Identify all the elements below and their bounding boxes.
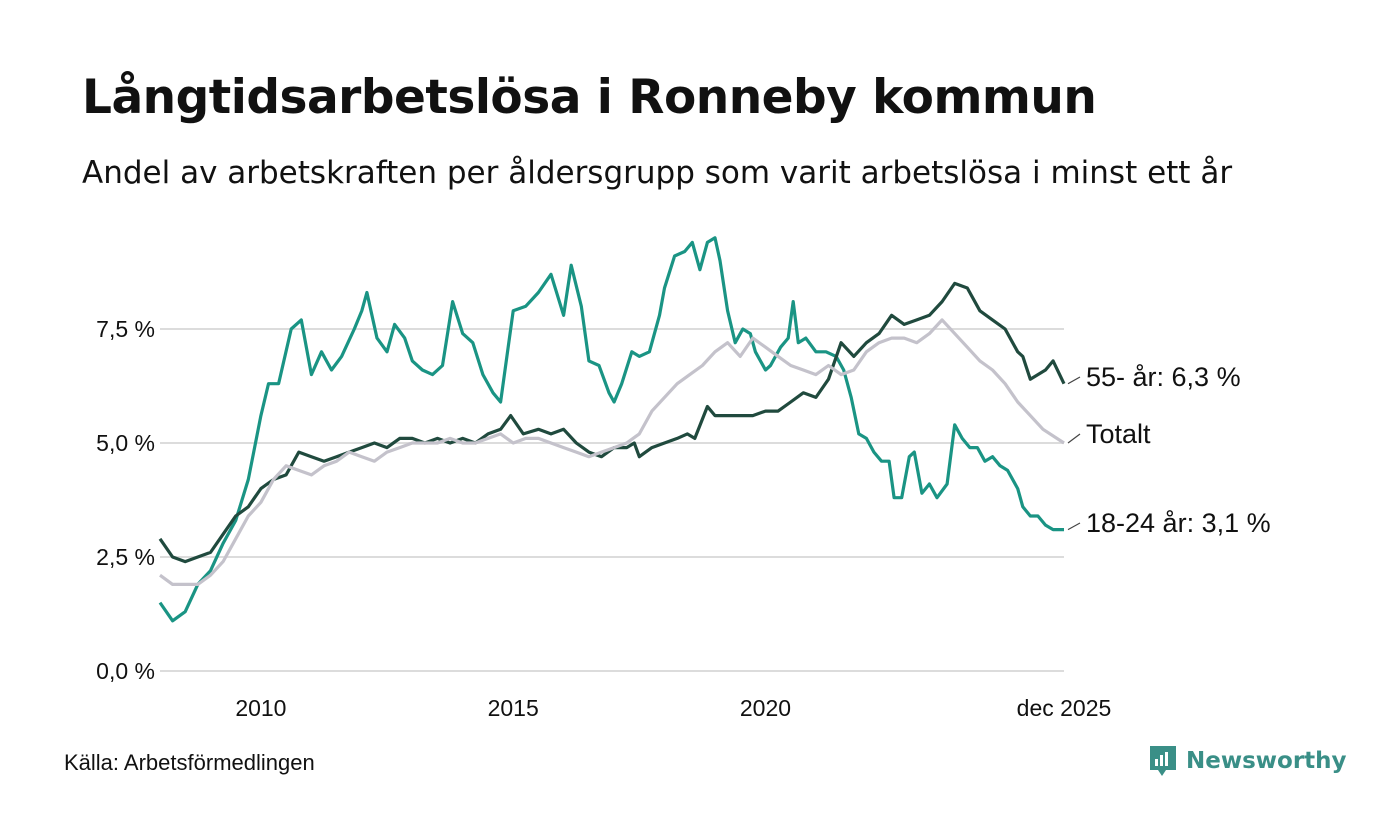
end-label-senior: 55- år: 6,3 % [1086, 362, 1241, 392]
end-label-total: Totalt [1086, 419, 1151, 449]
series-line-senior [158, 281, 1066, 564]
x-tick-label: 2015 [488, 695, 539, 721]
x-tick-label: 2010 [235, 695, 286, 721]
end-label-youth: 18-24 år: 3,1 % [1086, 508, 1271, 538]
gridlines [160, 328, 1064, 672]
y-tick-label: 2,5 % [96, 544, 155, 570]
end-label-leader-youth [1067, 522, 1081, 531]
end-label-leader-total [1067, 433, 1081, 444]
brand-name: Newsworthy [1186, 748, 1347, 774]
x-tick-label: dec 2025 [1017, 695, 1112, 721]
chart-subtitle: Andel av arbetskraften per åldersgrupp s… [82, 155, 1233, 191]
newsworthy-logo: Newsworthy [1148, 744, 1347, 778]
y-axis-ticks: 0,0 % 2,5 % 5,0 % 7,5 % [96, 316, 155, 684]
x-axis-ticks: 2010 2015 2020 dec 2025 [235, 695, 1111, 721]
newsworthy-logo-icon [1150, 746, 1176, 776]
series-line-total [159, 318, 1065, 586]
y-tick-label: 7,5 % [96, 316, 155, 342]
chart-title: Långtidsarbetslösa i Ronneby kommun [82, 70, 1097, 125]
end-label-leader-senior [1067, 376, 1081, 385]
x-tick-label: 2020 [740, 695, 791, 721]
series-lines [158, 236, 1066, 623]
y-tick-label: 0,0 % [96, 658, 155, 684]
source-note: Källa: Arbetsförmedlingen [64, 750, 315, 775]
y-tick-label: 5,0 % [96, 430, 155, 456]
series-line-youth [158, 236, 1064, 623]
end-labels: 18-24 år: 3,1 % 55- år: 6,3 % Totalt [1067, 362, 1271, 538]
